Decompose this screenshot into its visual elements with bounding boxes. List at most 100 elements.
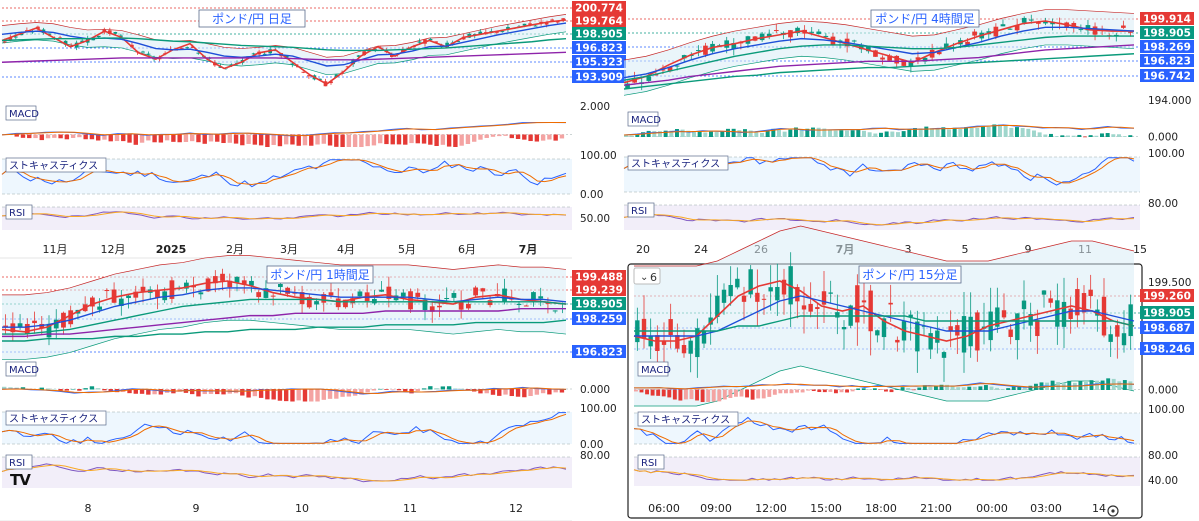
candle-body <box>343 299 348 308</box>
price-tag[interactable] <box>572 345 626 358</box>
macd-histogram-bar <box>1015 127 1019 137</box>
x-axis-tick: 03:00 <box>1030 502 1062 515</box>
price-tag[interactable] <box>572 312 626 325</box>
candle-body <box>523 305 529 307</box>
price-tag[interactable] <box>1140 54 1194 67</box>
macd-histogram-bar <box>246 134 251 144</box>
price-tag[interactable] <box>1140 342 1194 355</box>
candle-body <box>249 280 254 286</box>
chart-title-box <box>198 9 306 28</box>
stoch-label-box <box>627 155 729 171</box>
price-tag[interactable] <box>572 283 626 296</box>
macd-histogram-bar <box>547 134 552 140</box>
macd-histogram-bar <box>1095 380 1099 390</box>
candle-body <box>487 300 493 306</box>
candle-body <box>1081 293 1087 313</box>
macd-label-box <box>627 111 659 127</box>
price-tag[interactable] <box>1140 12 1194 25</box>
moving-average-line <box>633 280 1135 342</box>
candle-body <box>855 285 860 323</box>
price-tag[interactable] <box>1140 306 1194 319</box>
x-axis-tick: 9 <box>1025 243 1032 256</box>
macd-histogram-bar <box>221 134 226 144</box>
candle-body <box>345 66 350 68</box>
macd-histogram-bar <box>528 389 533 397</box>
candle-body <box>873 50 878 57</box>
macd-histogram-bar <box>359 389 364 395</box>
bollinger-upper-line <box>2 255 567 296</box>
gear-icon[interactable] <box>1107 505 1119 517</box>
price-tag[interactable] <box>572 41 626 54</box>
price-tag[interactable] <box>572 27 626 40</box>
macd-histogram-bar <box>1105 133 1110 137</box>
macd-label-box <box>637 361 669 377</box>
candle-body <box>915 321 920 352</box>
price-tag[interactable] <box>572 270 626 283</box>
macd-histogram-bar <box>446 386 452 390</box>
price-tag[interactable] <box>572 55 626 68</box>
price-tag[interactable] <box>572 70 626 83</box>
macd-histogram-bar <box>302 389 308 402</box>
x-axis-tick: 20 <box>636 243 650 256</box>
price-tag[interactable] <box>572 14 626 27</box>
macd-histogram-bar <box>1122 136 1127 137</box>
macd-histogram-bar <box>1117 381 1122 390</box>
macd-histogram-bar <box>675 129 679 137</box>
candle-body <box>761 298 767 300</box>
macd-histogram-bar <box>64 389 70 391</box>
candle-body <box>307 75 311 77</box>
macd-histogram-bar <box>686 130 691 137</box>
candle-body <box>781 279 787 295</box>
candle-body <box>965 41 970 45</box>
macd-histogram-bar <box>879 132 883 137</box>
macd-histogram-bar <box>490 389 496 395</box>
candle-body <box>696 50 701 52</box>
candle-body <box>1036 21 1041 24</box>
candle-body <box>162 291 168 301</box>
macd-histogram-bar <box>992 124 997 137</box>
candle-body <box>229 64 234 66</box>
macd-histogram-bar <box>935 129 940 137</box>
price-tag[interactable] <box>1140 26 1194 39</box>
macd-histogram-bar <box>782 131 787 137</box>
x-axis-tick: 11 <box>403 502 417 515</box>
macd-histogram-bar <box>453 134 458 147</box>
macd-histogram-bar <box>728 389 733 398</box>
macd-histogram-bar <box>515 389 521 397</box>
candle-body <box>941 352 947 358</box>
panel-badge[interactable] <box>633 267 661 285</box>
price-tag[interactable] <box>572 297 626 310</box>
rsi-label-box <box>627 202 655 218</box>
macd-histogram-bar <box>800 389 805 393</box>
macd-histogram-bar <box>720 131 725 137</box>
price-tag[interactable] <box>1140 40 1194 53</box>
macd-histogram-bar <box>484 389 489 394</box>
price-tag[interactable] <box>1140 289 1194 302</box>
macd-histogram-bar <box>233 134 239 144</box>
macd-histogram-bar <box>309 134 314 146</box>
candle-body <box>1007 28 1013 30</box>
macd-histogram-bar <box>359 134 364 147</box>
candle-body <box>277 283 283 288</box>
x-axis-tick: 12 <box>509 502 523 515</box>
price-tag[interactable] <box>1140 69 1194 82</box>
macd-histogram-bar <box>856 129 861 137</box>
candle-body <box>701 331 707 344</box>
price-tag[interactable] <box>1140 321 1194 334</box>
macd-histogram-bar <box>765 130 770 137</box>
macd-histogram-bar <box>645 389 649 395</box>
candle-body <box>473 287 479 296</box>
macd-histogram-bar <box>321 134 326 144</box>
candle-body <box>555 21 560 23</box>
macd-histogram-bar <box>1026 128 1031 137</box>
candle-body <box>674 65 680 67</box>
macd-histogram-bar <box>540 134 546 141</box>
macd-histogram-bar <box>152 134 157 143</box>
macd-axis-value: 0.000 <box>580 384 610 396</box>
candle-body <box>667 66 673 72</box>
candle-body <box>61 312 66 328</box>
candle-body <box>715 295 720 317</box>
price-tag[interactable] <box>572 1 626 14</box>
macd-histogram-bar <box>1094 135 1099 137</box>
macd-histogram-bar <box>390 389 395 390</box>
